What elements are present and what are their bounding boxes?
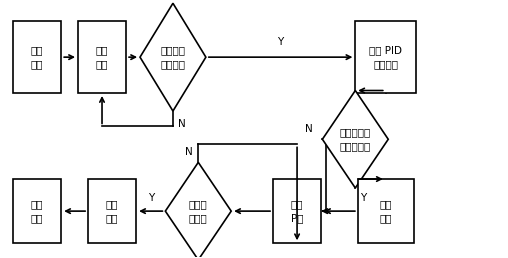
Polygon shape bbox=[165, 162, 231, 258]
Polygon shape bbox=[78, 21, 126, 93]
Text: Y: Y bbox=[148, 194, 154, 203]
Text: 停止
电机: 停止 电机 bbox=[106, 199, 118, 223]
Polygon shape bbox=[358, 179, 414, 243]
Polygon shape bbox=[355, 21, 416, 93]
Text: 驻入
P档: 驻入 P档 bbox=[291, 199, 303, 223]
Text: Y: Y bbox=[277, 37, 284, 47]
Text: 启动
电机: 启动 电机 bbox=[96, 45, 108, 69]
Text: Y: Y bbox=[360, 193, 367, 203]
Text: 触发
报警: 触发 报警 bbox=[379, 199, 392, 223]
Text: N: N bbox=[185, 147, 193, 157]
Polygon shape bbox=[140, 3, 206, 111]
Text: 半轴达到
规定转速: 半轴达到 规定转速 bbox=[161, 45, 185, 69]
Polygon shape bbox=[88, 179, 136, 243]
Text: N: N bbox=[304, 124, 312, 134]
Text: 启动 PID
控制模型: 启动 PID 控制模型 bbox=[369, 45, 402, 69]
Polygon shape bbox=[13, 21, 61, 93]
Text: 开始
试验: 开始 试验 bbox=[31, 45, 43, 69]
Polygon shape bbox=[323, 91, 388, 188]
Text: 半轴转速达
到驻入要求: 半轴转速达 到驻入要求 bbox=[340, 127, 371, 151]
Text: N: N bbox=[178, 119, 186, 129]
Polygon shape bbox=[13, 179, 61, 243]
Text: 结束
试验: 结束 试验 bbox=[31, 199, 43, 223]
Polygon shape bbox=[273, 179, 321, 243]
Text: 半轴转
速为零: 半轴转 速为零 bbox=[189, 199, 208, 223]
